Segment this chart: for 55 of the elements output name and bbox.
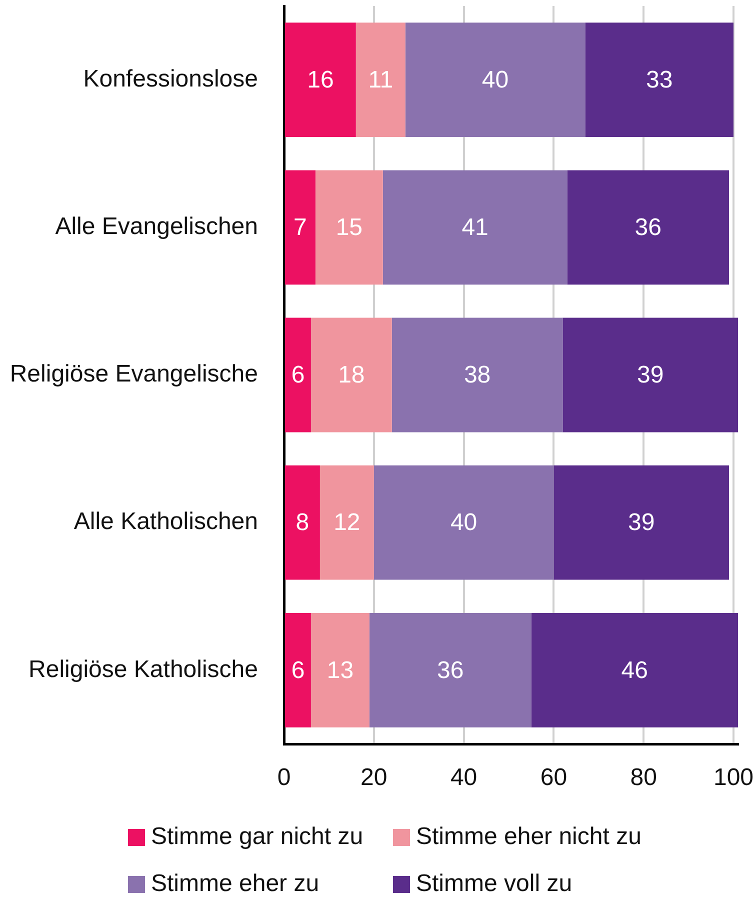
- legend-label: Stimme voll zu: [416, 870, 572, 898]
- y-tick-label: Religiöse Evangelische: [10, 360, 258, 388]
- bar: [382, 170, 568, 285]
- y-tick-label: Religiöse Katholische: [28, 656, 258, 683]
- y-tick-label: Alle Katholischen: [74, 508, 258, 536]
- bar: [285, 170, 316, 285]
- bar: [310, 613, 370, 728]
- bar: [285, 613, 311, 728]
- data-label: 46: [621, 656, 648, 684]
- x-tick-label: 80: [630, 764, 657, 792]
- data-label: 39: [628, 509, 655, 536]
- data-label: 6: [291, 362, 305, 389]
- legend-label: Stimme eher zu: [151, 870, 320, 898]
- bar: [562, 318, 738, 432]
- bar: [531, 613, 738, 728]
- bar: [369, 613, 532, 728]
- x-tick-label: 40: [450, 764, 478, 792]
- y-tick-label: Alle Evangelischen: [55, 213, 258, 240]
- data-label: 41: [462, 214, 488, 242]
- data-label: 38: [464, 362, 491, 389]
- bar: [405, 22, 586, 137]
- bar: [374, 465, 554, 580]
- bar: [285, 22, 356, 137]
- data-label: 40: [482, 66, 509, 94]
- data-label: 36: [436, 656, 464, 684]
- data-label: 13: [326, 656, 354, 684]
- data-label: 15: [336, 214, 363, 242]
- x-tick-label: 100: [713, 764, 754, 792]
- data-label: 16: [307, 66, 334, 94]
- bar: [567, 170, 730, 285]
- legend-label: Stimme gar nicht zu: [151, 823, 364, 851]
- bar: [554, 465, 730, 580]
- bar: [285, 318, 311, 432]
- bar: [310, 318, 392, 432]
- bar: [356, 22, 406, 137]
- bar: [285, 465, 320, 580]
- bar: [392, 318, 563, 432]
- data-label: 12: [334, 509, 360, 536]
- bar: [315, 170, 383, 285]
- x-tick-label: 20: [360, 764, 388, 792]
- data-label: 39: [636, 362, 664, 389]
- bar: [585, 22, 734, 137]
- data-label: 33: [646, 66, 673, 94]
- data-label: 6: [291, 656, 305, 684]
- data-label: 40: [450, 509, 478, 536]
- data-label: 36: [634, 214, 662, 242]
- data-label: 8: [296, 509, 310, 536]
- legend-label: Stimme eher nicht zu: [416, 823, 642, 851]
- x-tick-label: 0: [277, 764, 291, 792]
- data-label: 18: [338, 362, 365, 389]
- x-tick-label: 60: [540, 764, 568, 792]
- bar: [320, 465, 374, 580]
- data-label: 11: [368, 66, 394, 94]
- y-tick-label: Konfessionslose: [83, 65, 258, 92]
- data-label: 7: [294, 214, 307, 242]
